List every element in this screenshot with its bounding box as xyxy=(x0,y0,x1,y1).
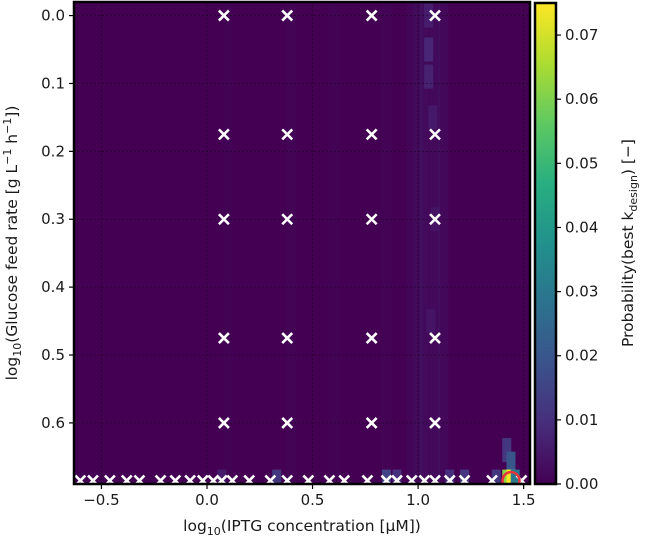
colorbar-label: Probability(best kdesign) [−] xyxy=(619,139,640,347)
x-tick-label-2: 0.5 xyxy=(301,491,325,509)
y-tick-label-0: 0.0 xyxy=(41,7,65,25)
design-point-marker-0 xyxy=(217,9,230,22)
colorbar-tick-label-1: 0.01 xyxy=(565,411,598,429)
y-tick-label-4: 0.4 xyxy=(41,278,65,296)
heatmap-column-6 xyxy=(381,2,392,484)
heatmap-cell-12 xyxy=(381,469,391,484)
heatmap-cell-3 xyxy=(428,105,438,130)
colorbar-tick-label-7: 0.07 xyxy=(565,26,598,44)
design-point-marker-8 xyxy=(217,213,230,226)
colorbar-tick-label-5: 0.05 xyxy=(565,154,598,172)
colorbar-tick-label-6: 0.06 xyxy=(565,90,598,108)
best-design-marker xyxy=(501,470,521,484)
x-axis-label: log10(IPTG concentration [μM]) xyxy=(183,517,421,538)
colorbar-tick-label-0: 0.00 xyxy=(565,475,598,493)
x-axis-ticks: −0.5 0.0 0.5 1.0 1.5 xyxy=(83,484,536,509)
design-point-marker-5 xyxy=(281,128,294,141)
design-point-marker-17 xyxy=(281,416,294,429)
design-point-marker-6 xyxy=(365,128,378,141)
heatmap-column-7 xyxy=(328,2,339,484)
design-point-marker-16 xyxy=(217,416,230,429)
heatmap-cell-1 xyxy=(424,37,434,62)
x-tick-label-3: 1.0 xyxy=(406,491,430,509)
design-point-marker-3 xyxy=(429,9,441,22)
design-point-marker-18 xyxy=(365,416,378,429)
heatmap-cell-2 xyxy=(424,64,434,89)
x-tick-label-0: −0.5 xyxy=(83,491,119,509)
heatmap-cell-7 xyxy=(506,451,516,476)
heatmap-cell-5 xyxy=(426,309,436,334)
heatmap-cell-11 xyxy=(272,469,282,484)
heatmap-cell-13 xyxy=(392,469,402,484)
y-tick-label-6: 0.6 xyxy=(41,414,65,432)
y-tick-label-2: 0.2 xyxy=(41,142,65,160)
heatmap-cell-6 xyxy=(502,438,512,463)
design-point-marker-11 xyxy=(429,213,441,226)
colorbar xyxy=(533,1,558,486)
y-tick-label-3: 0.3 xyxy=(41,210,65,228)
y-tick-label-1: 0.1 xyxy=(41,74,65,92)
heatmap-cell-14 xyxy=(445,469,455,484)
y-axis-label: log10(Glucose feed rate [g L−1 h−1]) xyxy=(1,106,24,381)
design-point-marker-9 xyxy=(281,213,294,226)
plot-background xyxy=(74,2,530,484)
heatmap-cell-15 xyxy=(460,469,470,484)
heatmap-column-3 xyxy=(438,2,449,484)
plot-frame xyxy=(72,0,532,486)
heatmap-cell-10 xyxy=(510,469,520,484)
heatmap-column-1 xyxy=(419,2,430,484)
colorbar-tick-label-2: 0.02 xyxy=(565,347,598,365)
heatmap-cell-17 xyxy=(217,469,227,484)
colorbar-tick-label-3: 0.03 xyxy=(565,283,598,301)
design-point-marker-2 xyxy=(365,9,378,22)
colorbar-tick-label-4: 0.04 xyxy=(565,218,598,236)
grid-lines xyxy=(74,2,530,484)
design-point-marker-19 xyxy=(429,416,441,429)
x-tick-label-4: 1.5 xyxy=(512,491,536,509)
colorbar-ticks: 0.00 0.01 0.02 0.03 0.04 0.05 0.06 0.07 xyxy=(556,26,598,493)
heatmap-column-4 xyxy=(406,2,417,484)
design-point-marker-12 xyxy=(217,332,230,344)
heatmap-cell-0 xyxy=(424,3,434,28)
design-point-marker-10 xyxy=(365,213,378,226)
heatmap-column-5 xyxy=(286,2,297,484)
heatmap-column-8 xyxy=(223,2,234,484)
design-point-marker-15 xyxy=(429,332,441,344)
y-tick-label-5: 0.5 xyxy=(41,346,65,364)
design-point-marker-1 xyxy=(281,9,294,22)
heatmap-column-2 xyxy=(430,2,440,484)
design-point-marker-4 xyxy=(217,128,230,141)
design-point-marker-7 xyxy=(429,128,441,141)
design-point-marker-14 xyxy=(365,332,378,344)
y-axis-ticks: 0.0 0.1 0.2 0.3 0.4 0.5 0.6 xyxy=(41,7,74,432)
design-point-marker-13 xyxy=(281,332,294,344)
x-tick-label-1: 0.0 xyxy=(195,491,219,509)
design-point-markers xyxy=(74,9,528,484)
